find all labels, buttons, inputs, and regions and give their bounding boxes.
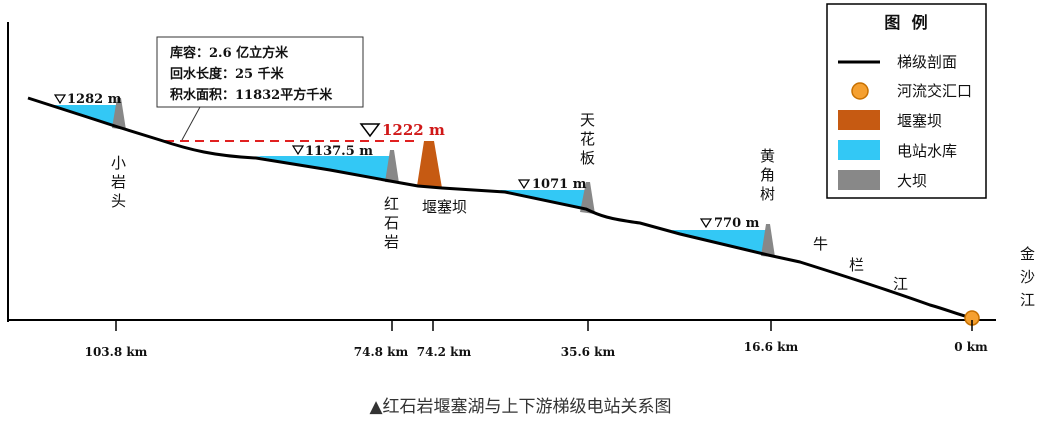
level-tianhuaban: 1071 m	[532, 177, 587, 192]
info-capacity: 库容：2.6 亿立方米	[170, 45, 289, 61]
dam-tianhuaban	[580, 182, 595, 214]
barrier-level-label: 1222 m	[382, 121, 445, 139]
level-triangle-tianhuaban	[517, 179, 531, 190]
km-label-confluence: 0 km	[954, 340, 988, 354]
legend-confluence-label: 河流交汇口	[897, 82, 972, 100]
legend: 图 例 梯级剖面 河流交汇口 堰塞坝 电站水库 大坝	[826, 3, 987, 199]
km-label-hongshiyan: 74.8 km	[354, 345, 409, 359]
niulan-river-char-3: 江	[893, 275, 908, 293]
barrier-level-triangle	[359, 123, 381, 138]
level-triangle-hongshiyan	[291, 145, 305, 156]
legend-dam-swatch	[838, 170, 880, 190]
legend-profile-label: 梯级剖面	[897, 53, 957, 71]
legend-title: 图 例	[884, 13, 927, 32]
station-name-xiaoyantou: 小岩头	[109, 155, 127, 212]
info-backwater-length: 回水长度：25 千米	[170, 66, 285, 82]
info-box	[156, 36, 364, 108]
level-huangjiaoshu: 770 m	[714, 216, 760, 231]
jinsha-river-label: 金沙江	[1018, 246, 1036, 315]
level-xiaoyantou: 1282 m	[67, 92, 122, 107]
info-catchment-area: 积水面积：11832平方千米	[170, 87, 333, 103]
km-label-tianhuaban: 35.6 km	[561, 345, 616, 359]
km-label-landslide: 74.2 km	[417, 345, 472, 359]
legend-reservoir-swatch	[838, 140, 880, 160]
dam-xiaoyantou	[112, 98, 126, 130]
niulan-river-char-1: 牛	[813, 235, 828, 253]
legend-landslide-label: 堰塞坝	[897, 112, 942, 130]
dam-hongshiyan	[385, 150, 399, 183]
legend-confluence-swatch	[851, 82, 869, 100]
info-box-pointer	[181, 106, 201, 141]
legend-reservoir-label: 电站水库	[897, 142, 957, 160]
level-triangle-huangjiaoshu	[699, 218, 713, 229]
station-name-hongshiyan: 红石岩	[382, 196, 400, 253]
km-label-huangjiaoshu: 16.6 km	[744, 340, 799, 354]
station-name-huangjiaoshu: 黄角树	[758, 148, 776, 205]
river-profile	[27, 96, 973, 320]
legend-landslide-swatch	[838, 110, 880, 130]
landslide-dam	[417, 141, 442, 188]
km-label-xiaoyantou: 103.8 km	[85, 345, 148, 359]
figure-caption: ▲红石岩堰塞湖与上下游梯级电站关系图	[369, 397, 672, 417]
level-triangle-xiaoyantou	[53, 94, 67, 105]
landslide-dam-name: 堰塞坝	[422, 198, 467, 216]
level-hongshiyan: 1137.5 m	[305, 144, 373, 159]
station-name-tianhuaban: 天花板	[578, 112, 596, 169]
dam-huangjiaoshu	[761, 224, 775, 257]
legend-box	[826, 3, 987, 199]
niulan-river-char-2: 栏	[849, 256, 864, 274]
legend-dam-label: 大坝	[897, 172, 927, 190]
